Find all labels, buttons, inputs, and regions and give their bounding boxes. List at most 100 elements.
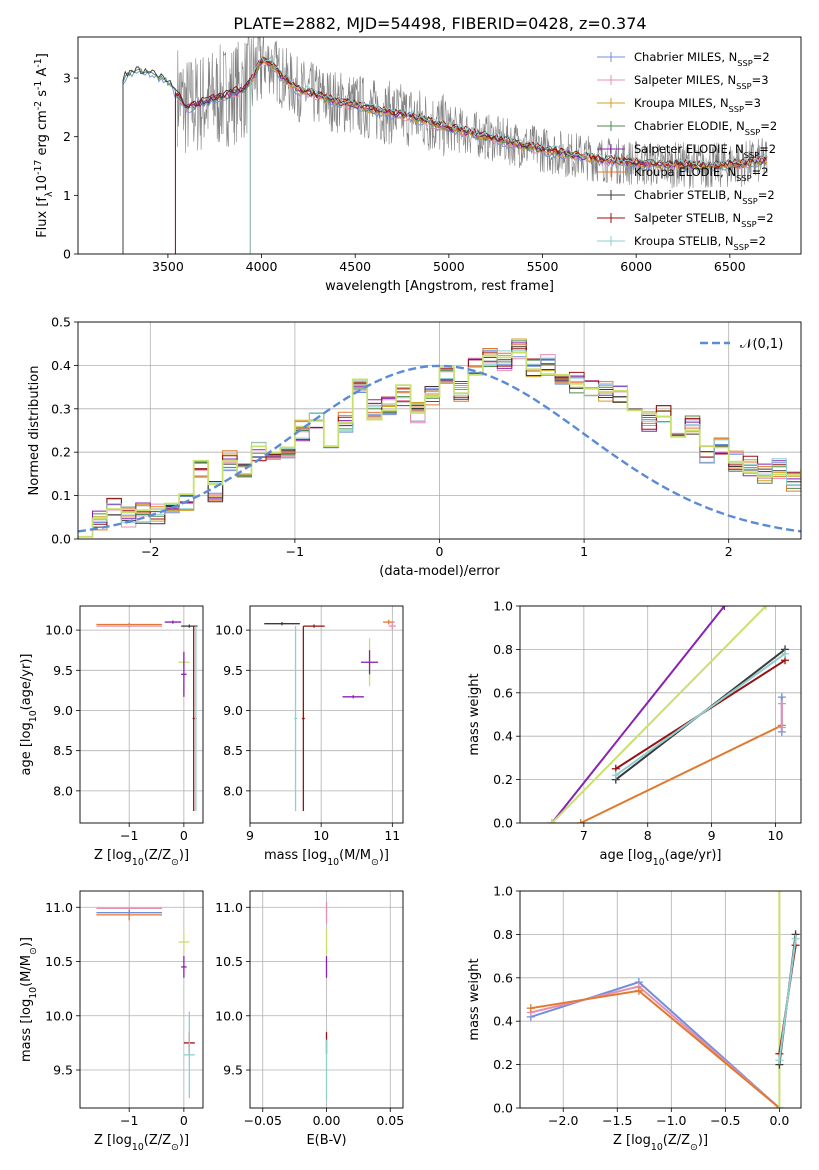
y-tick-label: 0.2 [493, 1057, 513, 1072]
weight-marker [791, 934, 800, 943]
weight-marker [775, 891, 784, 895]
y-tick-label: 1 [63, 188, 71, 203]
x-tick-label: 0.0 [769, 1113, 789, 1128]
weight-line-kroupa_elodie [580, 724, 783, 823]
model-salpeter_miles [174, 59, 767, 254]
panel-mass_age: 9 10 11 8.0 8.5 9.0 9.5 10.0 mass [log10(M/M⊙)] [215, 605, 404, 868]
model-chabrier_elodie [122, 58, 767, 254]
panel-z_age: −1 0 8.0 8.5 9.0 9.5 10.0 Z [log10(Z/Z⊙)] age [l… [19, 605, 204, 868]
y-tick-label: 0.2 [493, 772, 513, 787]
x-tick-label: 8 [644, 828, 652, 843]
histogram-kroupa_elodie [78, 344, 801, 538]
weight-marker [775, 1056, 784, 1065]
y-tick-label: 10.0 [215, 623, 243, 638]
legend-label: Chabrier MILES, NSSP=2 [634, 50, 770, 68]
y-axis-label: Flux [fλ10-17 erg cm-2 s-1 A-1] [33, 53, 55, 238]
y-axis-label: mass [log10(M/M⊙)] [19, 937, 39, 1062]
x-tick-label: −1.0 [656, 1113, 686, 1128]
weight-line-kroupa_elodie [530, 989, 781, 1108]
x-axis-label: Z [log10(Z/Z⊙)] [94, 848, 189, 868]
y-tick-label: 3 [63, 71, 71, 86]
histogram-salpeter_miles [78, 354, 801, 538]
x-tick-label: 3500 [152, 259, 184, 274]
axes-frame [519, 605, 802, 824]
panel-age_weight: 7 8 9 10 0.0 0.2 0.4 0.6 0.8 1.0 age [log10(age/yr… [467, 599, 802, 868]
plot-area [96, 620, 198, 811]
figure-title: PLATE=2882, MJD=54498, FIBERID=0428, z=0… [233, 14, 646, 33]
x-tick-label: −0.5 [710, 1113, 740, 1128]
histogram-green_yellow [78, 351, 801, 538]
x-axis-label: E(B-V) [306, 1133, 346, 1148]
weight-marker [777, 723, 786, 732]
y-tick-label: 9.5 [223, 1063, 243, 1078]
weight-marker [720, 606, 729, 610]
y-tick-label: 10.0 [45, 623, 73, 638]
model-kroupa_stelib [249, 55, 768, 254]
y-tick-label: 0.2 [51, 445, 71, 460]
x-tick-label: 6500 [714, 259, 746, 274]
axes-frame [79, 605, 204, 824]
y-tick-label: 0.8 [493, 642, 513, 657]
y-tick-label: 8.5 [223, 743, 243, 758]
legend-label: Salpeter ELODIE, NSSP=2 [634, 142, 776, 160]
x-tick-label: 1 [580, 544, 588, 559]
y-axis-label: Normed distribution [27, 366, 42, 496]
plot-area [526, 891, 800, 1108]
y-tick-label: 0.3 [51, 401, 71, 416]
y-tick-label: 10.0 [215, 1008, 243, 1023]
x-tick-label: 5500 [527, 259, 559, 274]
y-tick-label: 0.0 [493, 1101, 513, 1116]
x-tick-label: 0 [436, 544, 444, 559]
axes-frame [519, 890, 802, 1109]
legend-label: 𝒩(0,1) [740, 337, 783, 352]
y-tick-label: 9.5 [53, 663, 73, 678]
weight-marker [775, 1104, 784, 1108]
x-tick-label: 0.00 [313, 1113, 341, 1128]
y-tick-label: 0.1 [51, 488, 71, 503]
x-tick-label: −1 [286, 544, 304, 559]
weight-marker [634, 986, 643, 995]
y-axis-label: age [log10(age/yr)] [19, 654, 39, 776]
weight-marker [547, 819, 556, 823]
legend-label: Kroupa STELIB, NSSP=2 [634, 234, 766, 252]
x-tick-label: 5000 [433, 259, 465, 274]
x-tick-label: 11 [384, 828, 400, 843]
legend-label: Kroupa MILES, NSSP=3 [634, 96, 761, 114]
y-tick-label: 1.0 [493, 884, 513, 899]
normal-curve [78, 364, 801, 533]
x-axis-label: wavelength [Angstrom, rest frame] [325, 279, 554, 294]
x-tick-label: −0.05 [244, 1113, 282, 1128]
x-tick-label: −2.0 [548, 1113, 578, 1128]
y-tick-label: 11.0 [45, 900, 73, 915]
y-tick-label: 10.0 [45, 1008, 73, 1023]
weight-line-kroupa_stelib [778, 938, 797, 1061]
plot-area [96, 907, 195, 1099]
y-tick-label: 9.5 [223, 663, 243, 678]
x-axis-label: mass [log10(M/M⊙)] [264, 848, 389, 868]
panel-spectrum: 3500 4000 4500 5000 5500 6000 6500 0 1 2 3 waveleng… [33, 36, 802, 294]
axes-frame [249, 890, 404, 1109]
y-tick-label: 8.0 [53, 783, 73, 798]
y-tick-label: 10.5 [215, 954, 243, 969]
legend-label: Salpeter STELIB, NSSP=2 [634, 211, 774, 229]
x-axis-label: Z [log10(Z/Z⊙)] [613, 1133, 708, 1153]
y-tick-label: 0.0 [51, 532, 71, 547]
x-tick-label: 4500 [339, 259, 371, 274]
y-tick-label: 0.4 [51, 358, 71, 373]
x-tick-label: 9 [708, 828, 716, 843]
legend-label: Chabrier ELODIE, NSSP=2 [634, 119, 777, 137]
x-tick-label: 6000 [620, 259, 652, 274]
legend-label: Kroupa ELODIE, NSSP=2 [634, 165, 769, 183]
x-tick-label: 2 [725, 544, 733, 559]
x-tick-label: 0.05 [376, 1113, 404, 1128]
axes-frame [79, 890, 204, 1109]
panel-ebv_mass: −0.05 0.00 0.05 9.5 10.0 10.5 11.0 E(B-V) [215, 890, 404, 1148]
y-tick-label: 10.5 [45, 954, 73, 969]
weight-marker [576, 819, 585, 823]
panel-z_weight: −2.0 −1.5 −1.0 −0.5 0.0 0.0 0.2 0.4 0.6 0.8 1.0 Z [… [467, 884, 802, 1153]
y-tick-label: 0.4 [493, 729, 513, 744]
x-tick-label: 4000 [246, 259, 278, 274]
y-tick-label: 0.4 [493, 1014, 513, 1029]
y-tick-label: 0.8 [493, 927, 513, 942]
x-tick-label: 0 [180, 1113, 188, 1128]
